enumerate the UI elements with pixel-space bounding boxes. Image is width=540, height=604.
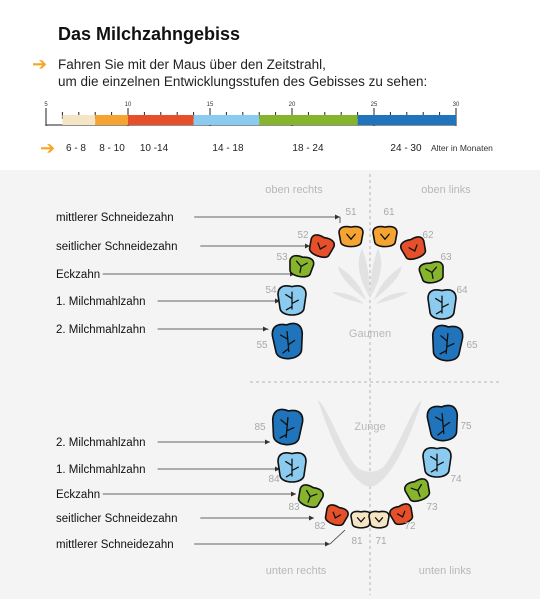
timeline-stage-label[interactable]: 18 - 24 bbox=[292, 143, 324, 154]
tooth-82[interactable] bbox=[323, 503, 350, 528]
palate-label: Gaumen bbox=[349, 328, 391, 340]
tooth-number: 74 bbox=[450, 474, 462, 485]
lower-tooth-label: Eckzahn bbox=[56, 489, 100, 501]
tooth-54[interactable] bbox=[277, 285, 307, 316]
timeline-tick-label: 25 bbox=[371, 102, 378, 108]
upper-tooth-label: 2. Milchmahlzahn bbox=[56, 324, 145, 336]
tooth-83[interactable] bbox=[295, 483, 325, 510]
upper-tooth-label: Eckzahn bbox=[56, 269, 100, 281]
tooth-number: 54 bbox=[265, 285, 277, 296]
timeline-stage-bar[interactable] bbox=[62, 115, 96, 125]
upper-tooth-label: mittlerer Schneidezahn bbox=[56, 212, 174, 224]
tooth-85[interactable] bbox=[271, 408, 304, 446]
timeline-stage-bar[interactable] bbox=[128, 115, 194, 125]
tooth-number: 84 bbox=[268, 474, 280, 485]
arrow-right-icon: ➔ bbox=[32, 54, 48, 74]
tooth-81[interactable] bbox=[350, 510, 372, 529]
lower-tooth-label: 1. Milchmahlzahn bbox=[56, 464, 145, 476]
tooth-number: 51 bbox=[345, 207, 357, 218]
tooth-84[interactable] bbox=[277, 452, 307, 483]
lower-tooth-label: mittlerer Schneidezahn bbox=[56, 539, 174, 551]
timeline-unit-label: Alter in Monaten bbox=[431, 143, 493, 153]
tooth-number: 64 bbox=[456, 285, 468, 296]
age-timeline[interactable]: 5 10 15 20 25 30 ➔ 6 - 8 8 - 10 10 -14 14 - 18 18… bbox=[0, 98, 540, 166]
tooth-62[interactable] bbox=[399, 235, 428, 262]
timeline-tick-label: 10 bbox=[125, 102, 132, 108]
quadrant-upper-left: oben links bbox=[421, 184, 471, 196]
teeth-diagram: oben rechts oben links unten rechts unte… bbox=[0, 170, 540, 599]
tooth-number: 73 bbox=[426, 502, 438, 513]
quadrant-upper-right: oben rechts bbox=[265, 184, 323, 196]
quadrant-lower-left: unten links bbox=[419, 565, 472, 577]
tooth-number: 85 bbox=[254, 422, 266, 433]
tooth-73[interactable] bbox=[403, 477, 432, 504]
tooth-65[interactable] bbox=[431, 324, 464, 362]
tooth-number: 83 bbox=[288, 502, 300, 513]
palate-shape bbox=[332, 248, 408, 304]
upper-tooth-label: seitlicher Schneidezahn bbox=[56, 241, 177, 253]
tongue-shape bbox=[318, 400, 422, 487]
timeline-stage-bar[interactable] bbox=[95, 115, 128, 125]
tooth-55[interactable] bbox=[271, 322, 304, 360]
tongue-label: Zunge bbox=[354, 421, 385, 433]
timeline-stage-label[interactable]: 8 - 10 bbox=[99, 143, 125, 154]
tooth-52[interactable] bbox=[306, 233, 336, 260]
tooth-72[interactable] bbox=[388, 502, 415, 527]
tooth-51[interactable] bbox=[338, 225, 364, 248]
arrow-right-icon: ➔ bbox=[40, 138, 55, 158]
tooth-number: 62 bbox=[422, 230, 434, 241]
timeline-stage-label[interactable]: 6 - 8 bbox=[66, 143, 86, 154]
tooth-number: 53 bbox=[276, 252, 288, 263]
tooth-number: 75 bbox=[460, 421, 472, 432]
timeline-tick-label: 5 bbox=[44, 102, 48, 108]
tooth-71[interactable] bbox=[368, 510, 390, 529]
timeline-stage-label[interactable]: 24 - 30 bbox=[390, 143, 422, 154]
lower-tooth-label: 2. Milchmahlzahn bbox=[56, 437, 145, 449]
timeline-stage-bar[interactable] bbox=[193, 115, 260, 125]
tooth-number: 81 bbox=[351, 536, 363, 547]
tooth-number: 55 bbox=[256, 340, 268, 351]
timeline-stage-label[interactable]: 10 -14 bbox=[140, 143, 169, 154]
tooth-number: 82 bbox=[314, 521, 326, 532]
page-title: Das Milchzahngebiss bbox=[58, 24, 241, 44]
tooth-number: 52 bbox=[297, 230, 309, 241]
upper-tooth-label: 1. Milchmahlzahn bbox=[56, 296, 145, 308]
instruction-line-1: Fahren Sie mit der Maus über den Zeitstr… bbox=[58, 57, 326, 72]
timeline-stage-bar[interactable] bbox=[357, 115, 456, 125]
timeline-tick-label: 20 bbox=[289, 102, 296, 108]
tooth-63[interactable] bbox=[418, 260, 445, 285]
tooth-number: 63 bbox=[440, 252, 452, 263]
timeline-stage-bar[interactable] bbox=[259, 115, 358, 125]
lower-tooth-label: seitlicher Schneidezahn bbox=[56, 513, 177, 525]
tooth-75[interactable] bbox=[426, 404, 459, 442]
quadrant-lower-right: unten rechts bbox=[266, 565, 327, 577]
timeline-tick-label: 15 bbox=[207, 102, 214, 108]
tooth-number: 61 bbox=[383, 207, 395, 218]
instruction-line-2: um die einzelnen Entwicklungsstufen des … bbox=[58, 74, 428, 89]
tooth-number: 71 bbox=[375, 536, 387, 547]
instruction-text: Fahren Sie mit der Maus über den Zeitstr… bbox=[58, 56, 427, 90]
tooth-number: 65 bbox=[466, 340, 478, 351]
tooth-74[interactable] bbox=[422, 447, 452, 478]
tooth-64[interactable] bbox=[427, 289, 457, 320]
timeline-tick-label: 30 bbox=[453, 102, 460, 108]
tooth-53[interactable] bbox=[288, 254, 315, 279]
timeline-stage-label[interactable]: 14 - 18 bbox=[212, 143, 244, 154]
tooth-61[interactable] bbox=[372, 225, 398, 248]
tooth-number: 72 bbox=[404, 521, 416, 532]
